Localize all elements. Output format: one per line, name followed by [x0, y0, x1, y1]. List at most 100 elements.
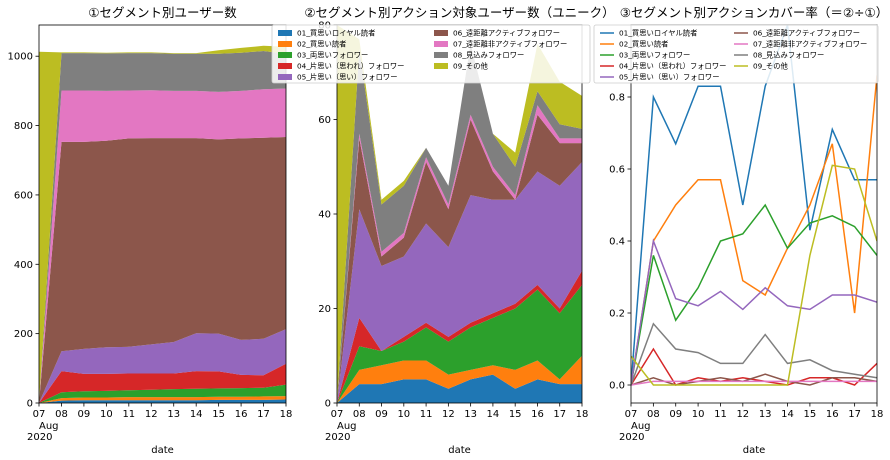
x-month-label: Aug [337, 421, 357, 432]
area-series-3 [39, 384, 286, 403]
x-tick-label: 18 [871, 409, 884, 420]
x-tick-label: 12 [736, 409, 749, 420]
chart-1: 0 200 400 600 800 1000 07 08 09 10 11 12 13 14 15 16 17 1… [8, 5, 293, 456]
plot-area-1 [39, 45, 286, 403]
chart-title: ①セグメント別ユーザー数 [88, 5, 237, 20]
x-tick-label: 18 [280, 409, 293, 420]
legend-swatch-5 [278, 74, 292, 80]
legend-label: 08_見込みフォロワー [453, 51, 524, 60]
x-axis-title: date [743, 445, 766, 456]
line-series-2 [631, 75, 877, 386]
y-tick-label: 20 [318, 304, 331, 315]
area-series-6 [337, 114, 582, 403]
x-axis-title: date [151, 445, 174, 456]
area-series-4 [39, 363, 286, 403]
x-tick-label: 16 [531, 409, 544, 420]
y-tick-label: 0.0 [609, 381, 625, 392]
legend-label: 08_見込みフォロワー [753, 51, 824, 60]
x-tick-label: 09 [78, 409, 91, 420]
legend-label: 01_買思いロイヤル読者 [619, 29, 697, 38]
line-series-9 [631, 164, 877, 386]
area-series-2 [39, 396, 286, 403]
y-tick-label: 600 [14, 190, 33, 201]
x-tick-label: 07 [331, 409, 344, 420]
x-tick-label: 14 [781, 409, 794, 420]
area-series-4 [337, 270, 582, 403]
x-tick-label: 12 [442, 409, 455, 420]
x-tick-label: 07 [625, 409, 638, 420]
legend-label: 05_片思い（思い）フォロワー [297, 73, 398, 82]
x-tick-label: 10 [397, 409, 410, 420]
x-tick-label: 08 [353, 409, 366, 420]
x-tick-label: 10 [100, 409, 113, 420]
legend-swatch-4 [278, 63, 292, 69]
x-tick-label: 11 [714, 409, 727, 420]
plot-frame-1 [38, 24, 287, 404]
x-tick-label: 16 [826, 409, 839, 420]
x-month-label: Aug [631, 421, 651, 432]
legend-label: 09_その他 [753, 62, 789, 71]
area-series-5 [337, 162, 582, 403]
y-tick-label: 400 [14, 260, 33, 271]
y-tick-label: 0.4 [609, 237, 625, 248]
line-series-4 [631, 347, 877, 386]
x-tick-label: 13 [759, 409, 772, 420]
y-tick-label: 1000 [8, 52, 33, 63]
legend-label: 02_買思い読者 [619, 40, 668, 49]
x-tick-label: 14 [487, 409, 500, 420]
x-tick-label: 18 [576, 409, 589, 420]
x-tick-label: 13 [464, 409, 477, 420]
x-tick-label: 13 [167, 409, 180, 420]
legend-box [271, 24, 591, 84]
legend-label: 03_両思いフォロワー [619, 51, 690, 60]
legend-label: 04_片思い（思われ）フォロワー [297, 62, 404, 71]
chart-title: ②セグメント別アクション対象ユーザー数（ユニーク） [304, 5, 614, 20]
legend-2: 01_買思いロイヤル読者 02_買思い読者 03_両思いフォロワー 04_片思い（思わ… [271, 24, 591, 84]
legend-label: 06_遠距離アクティブフォロワー [453, 29, 560, 38]
legend-swatch-2 [278, 41, 292, 47]
legend-label: 07_遠距離非アクティブフォロワー [753, 40, 867, 49]
line-series-7 [631, 380, 877, 386]
legend-box [593, 24, 879, 84]
x-tick-label: 08 [55, 409, 68, 420]
legend-label: 01_買思いロイヤル読者 [297, 29, 375, 38]
legend-label: 07_遠距離非アクティブフォロワー [453, 40, 567, 49]
legend-label: 04_片思い（思われ）フォロワー [619, 62, 726, 71]
line-series-3 [631, 203, 877, 386]
chart-3: 0.0 0.2 0.4 0.6 0.8 07 08 09 10 11 12 13 14 15 16 17 18 A… [593, 5, 888, 456]
x-tick-label: 17 [257, 409, 270, 420]
area-series-7 [39, 88, 286, 403]
x-tick-label: 10 [692, 409, 705, 420]
line-series-5 [631, 238, 877, 386]
x-tick-label: 09 [375, 409, 388, 420]
x-month-label: Aug [39, 421, 59, 432]
legend-label: 06_遠距離アクティブフォロワー [753, 29, 860, 38]
plot-area-3 [631, 25, 877, 386]
x-year-label: 2020 [27, 432, 52, 443]
y-tick-label: 200 [14, 329, 33, 340]
x-tick-label: 15 [212, 409, 225, 420]
legend-label: 09_その他 [453, 62, 489, 71]
x-tick-label: 15 [509, 409, 522, 420]
y-tick-label: 0.8 [609, 93, 625, 104]
legend-swatch-8 [434, 52, 448, 58]
area-series-1 [337, 374, 582, 403]
x-axis-title: date [448, 445, 471, 456]
legend-swatch-9 [434, 63, 448, 69]
area-series-3 [337, 284, 582, 403]
legend-swatch-1 [278, 30, 292, 36]
legend-label: 02_買思い読者 [297, 40, 346, 49]
x-tick-label: 12 [145, 409, 158, 420]
y-tick-label: 800 [14, 121, 33, 132]
x-tick-label: 14 [190, 409, 203, 420]
y-tick-label: 0 [325, 399, 331, 410]
chart-title: ③セグメント別アクションカバー率（＝②÷①） [620, 5, 888, 20]
y-tick-label: 60 [318, 115, 331, 126]
area-series-6 [39, 137, 286, 403]
area-series-8 [39, 51, 286, 403]
area-series-1 [39, 399, 286, 403]
line-series-1 [631, 25, 877, 386]
x-tick-label: 16 [235, 409, 248, 420]
legend-label: 03_両思いフォロワー [297, 51, 368, 60]
